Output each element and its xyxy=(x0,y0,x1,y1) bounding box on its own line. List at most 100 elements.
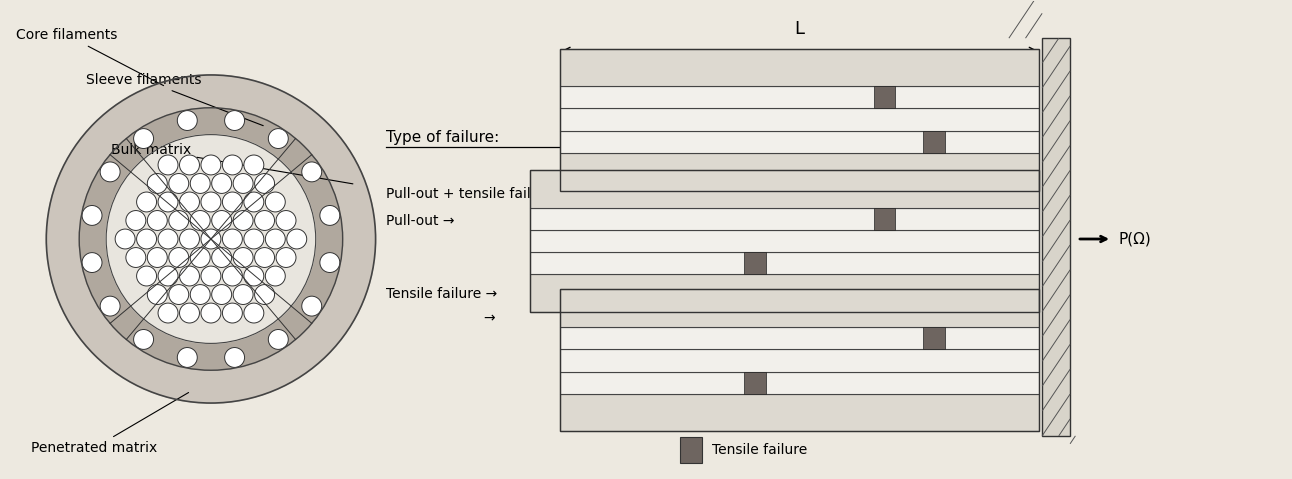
Circle shape xyxy=(83,252,102,273)
Circle shape xyxy=(222,303,243,323)
Circle shape xyxy=(106,135,315,343)
Circle shape xyxy=(133,330,154,349)
Circle shape xyxy=(255,211,275,230)
Bar xyxy=(561,49,1039,87)
Circle shape xyxy=(180,303,199,323)
Circle shape xyxy=(202,266,221,286)
Bar xyxy=(530,252,1039,274)
Circle shape xyxy=(269,330,288,349)
Circle shape xyxy=(125,211,146,230)
Bar xyxy=(873,87,895,108)
Circle shape xyxy=(302,162,322,182)
Bar xyxy=(561,394,1039,431)
Circle shape xyxy=(202,229,221,249)
Bar xyxy=(561,49,1039,191)
Text: Pull-out + tensile failure →: Pull-out + tensile failure → xyxy=(385,187,568,201)
Bar xyxy=(561,87,1039,108)
Circle shape xyxy=(202,155,221,175)
Text: Tensile failure: Tensile failure xyxy=(712,443,808,457)
Bar xyxy=(744,252,766,274)
Circle shape xyxy=(169,248,189,267)
Text: Bulk matrix: Bulk matrix xyxy=(111,143,353,184)
Bar xyxy=(561,289,1039,431)
Circle shape xyxy=(180,155,199,175)
Circle shape xyxy=(169,173,189,194)
Bar xyxy=(561,349,1039,372)
Circle shape xyxy=(225,348,244,367)
Bar xyxy=(924,327,946,349)
Circle shape xyxy=(276,248,296,267)
Bar xyxy=(561,108,1039,131)
Bar xyxy=(873,208,895,229)
Circle shape xyxy=(147,211,167,230)
Bar xyxy=(561,372,1039,394)
Circle shape xyxy=(233,285,253,305)
Circle shape xyxy=(115,229,136,249)
Circle shape xyxy=(147,285,167,305)
Circle shape xyxy=(177,111,198,130)
Circle shape xyxy=(133,129,154,148)
Circle shape xyxy=(212,173,231,194)
Circle shape xyxy=(255,173,275,194)
Circle shape xyxy=(244,192,264,212)
Bar xyxy=(561,153,1039,191)
Circle shape xyxy=(169,285,189,305)
Bar xyxy=(530,229,1039,252)
Circle shape xyxy=(158,229,178,249)
Text: L: L xyxy=(795,20,805,38)
Circle shape xyxy=(177,348,198,367)
Circle shape xyxy=(79,108,342,370)
Circle shape xyxy=(225,111,244,130)
Text: Penetrated matrix: Penetrated matrix xyxy=(31,392,189,455)
Circle shape xyxy=(158,155,178,175)
Circle shape xyxy=(190,285,211,305)
Circle shape xyxy=(265,266,286,286)
Circle shape xyxy=(233,173,253,194)
Bar xyxy=(561,289,1039,327)
Circle shape xyxy=(265,229,286,249)
Circle shape xyxy=(190,173,211,194)
Circle shape xyxy=(47,75,376,403)
Text: Type of failure:: Type of failure: xyxy=(385,129,499,145)
Text: Tensile failure →: Tensile failure → xyxy=(385,287,497,301)
Text: →: → xyxy=(483,311,495,326)
Bar xyxy=(561,131,1039,153)
Circle shape xyxy=(202,303,221,323)
Text: Core filaments: Core filaments xyxy=(17,28,164,86)
Bar xyxy=(530,274,1039,312)
Circle shape xyxy=(269,129,288,148)
Circle shape xyxy=(137,192,156,212)
Circle shape xyxy=(125,248,146,267)
Circle shape xyxy=(202,192,221,212)
Circle shape xyxy=(83,205,102,226)
Circle shape xyxy=(190,211,211,230)
Circle shape xyxy=(147,173,167,194)
Circle shape xyxy=(255,285,275,305)
Circle shape xyxy=(180,266,199,286)
Circle shape xyxy=(222,192,243,212)
Bar xyxy=(680,437,702,463)
Text: Pull-out →: Pull-out → xyxy=(385,214,453,228)
Circle shape xyxy=(212,248,231,267)
Bar xyxy=(924,131,946,153)
Bar xyxy=(561,327,1039,349)
Circle shape xyxy=(320,252,340,273)
Circle shape xyxy=(137,266,156,286)
Bar xyxy=(1043,38,1070,436)
Circle shape xyxy=(287,229,306,249)
Circle shape xyxy=(158,192,178,212)
Circle shape xyxy=(190,248,211,267)
Circle shape xyxy=(320,205,340,226)
Circle shape xyxy=(147,248,167,267)
Circle shape xyxy=(244,229,264,249)
Circle shape xyxy=(244,155,264,175)
Text: Sleeve filaments: Sleeve filaments xyxy=(87,73,264,125)
Bar xyxy=(530,170,1039,208)
Circle shape xyxy=(158,303,178,323)
Circle shape xyxy=(158,266,178,286)
Circle shape xyxy=(222,266,243,286)
Circle shape xyxy=(302,296,322,316)
Circle shape xyxy=(212,211,231,230)
Circle shape xyxy=(180,229,199,249)
Circle shape xyxy=(255,248,275,267)
